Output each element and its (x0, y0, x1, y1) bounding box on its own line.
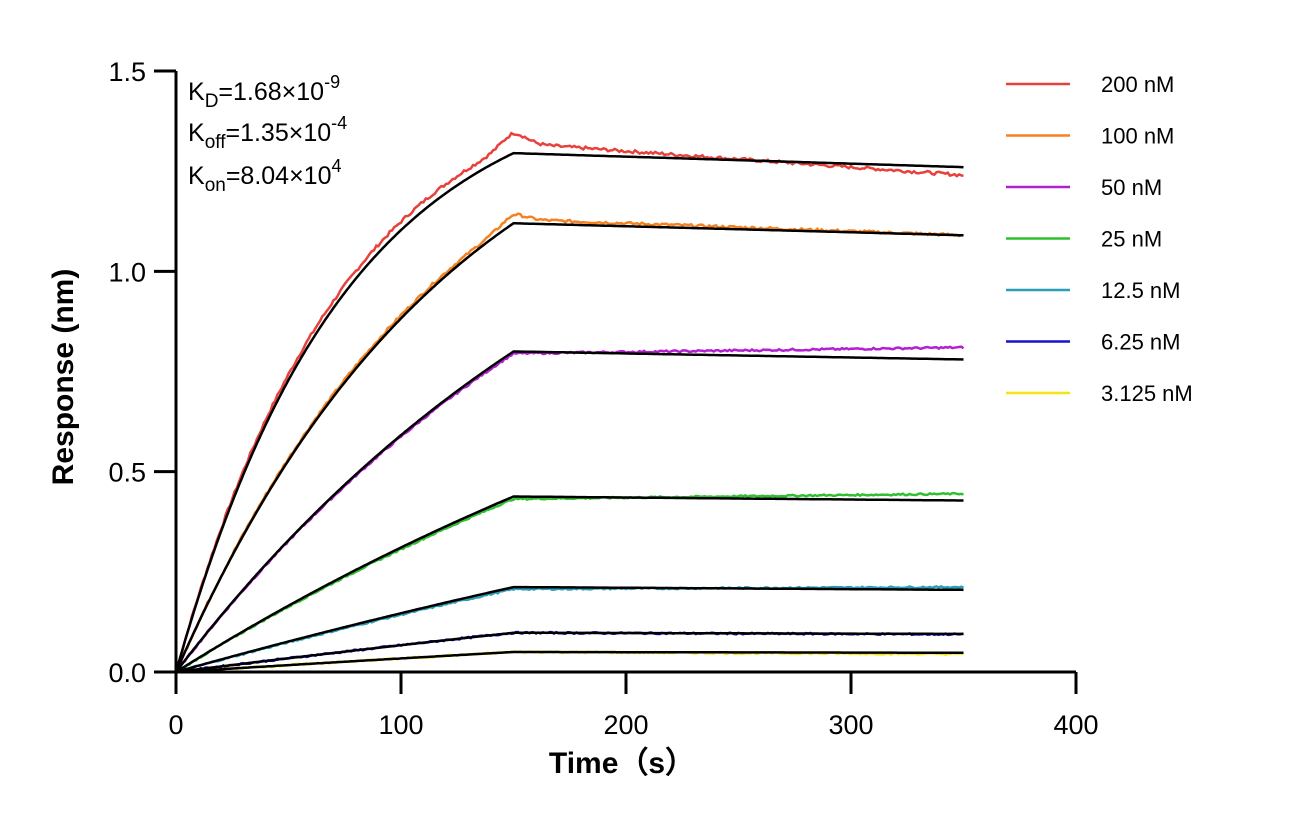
fit-line-200-nm (174, 151, 964, 673)
curves-layer (174, 131, 965, 674)
fit-line-12-5-nm (175, 585, 964, 674)
legend-label-100-nm: 100 nM (1101, 124, 1174, 149)
koff-text: Koff=1.35×10-4 (188, 113, 347, 153)
data-line-3-125-nm (175, 650, 964, 674)
x-tick-label-2: 200 (603, 710, 648, 740)
legend-label-6-25-nm: 6.25 nM (1101, 330, 1181, 355)
legend-label-200-nm: 200 nM (1101, 72, 1174, 97)
kd-text: KD=1.68×10-9 (188, 72, 340, 112)
y-axis-title: Response (nm) (47, 269, 80, 486)
x-tick-label-0: 0 (168, 710, 183, 740)
legend-label-50-nm: 50 nM (1101, 175, 1162, 200)
x-axis-title: Time（s） (549, 746, 695, 780)
data-line-200-nm (174, 131, 964, 673)
fit-line-50-nm (175, 350, 964, 673)
y-tick-label-0: 0.0 (108, 658, 146, 688)
y-tick-label-2: 1.0 (108, 257, 146, 287)
legend-label-25-nm: 25 nM (1101, 227, 1162, 252)
kinetics-annotation: KD=1.68×10-9 Koff=1.35×10-4 Kon=8.04×104 (188, 72, 347, 196)
legend: 200 nM 100 nM 50 nM 25 nM 12.5 nM 6.25 nM 3.12… (1006, 72, 1193, 406)
x-tick-label-3: 300 (828, 710, 873, 740)
y-tick-label-1: 0.5 (108, 458, 146, 488)
fit-line-100-nm (174, 222, 964, 673)
legend-label-3-125-nm: 3.125 nM (1101, 381, 1193, 406)
data-line-12-5-nm (175, 585, 965, 673)
data-line-25-nm (175, 491, 964, 673)
kon-text: Kon=8.04×104 (188, 156, 342, 196)
legend-label-12-5-nm: 12.5 nM (1101, 278, 1181, 303)
data-line-50-nm (174, 345, 965, 673)
fit-line-6-25-nm (175, 631, 964, 674)
ticks-layer: 0 100 200 300 400 0.0 0.5 1.0 1.5 (108, 57, 1098, 740)
y-tick-label-3: 1.5 (108, 57, 146, 87)
fit-line-3-125-nm (175, 650, 964, 674)
x-tick-label-4: 400 (1053, 710, 1098, 740)
x-tick-label-1: 100 (378, 710, 423, 740)
fit-line-25-nm (175, 495, 964, 674)
